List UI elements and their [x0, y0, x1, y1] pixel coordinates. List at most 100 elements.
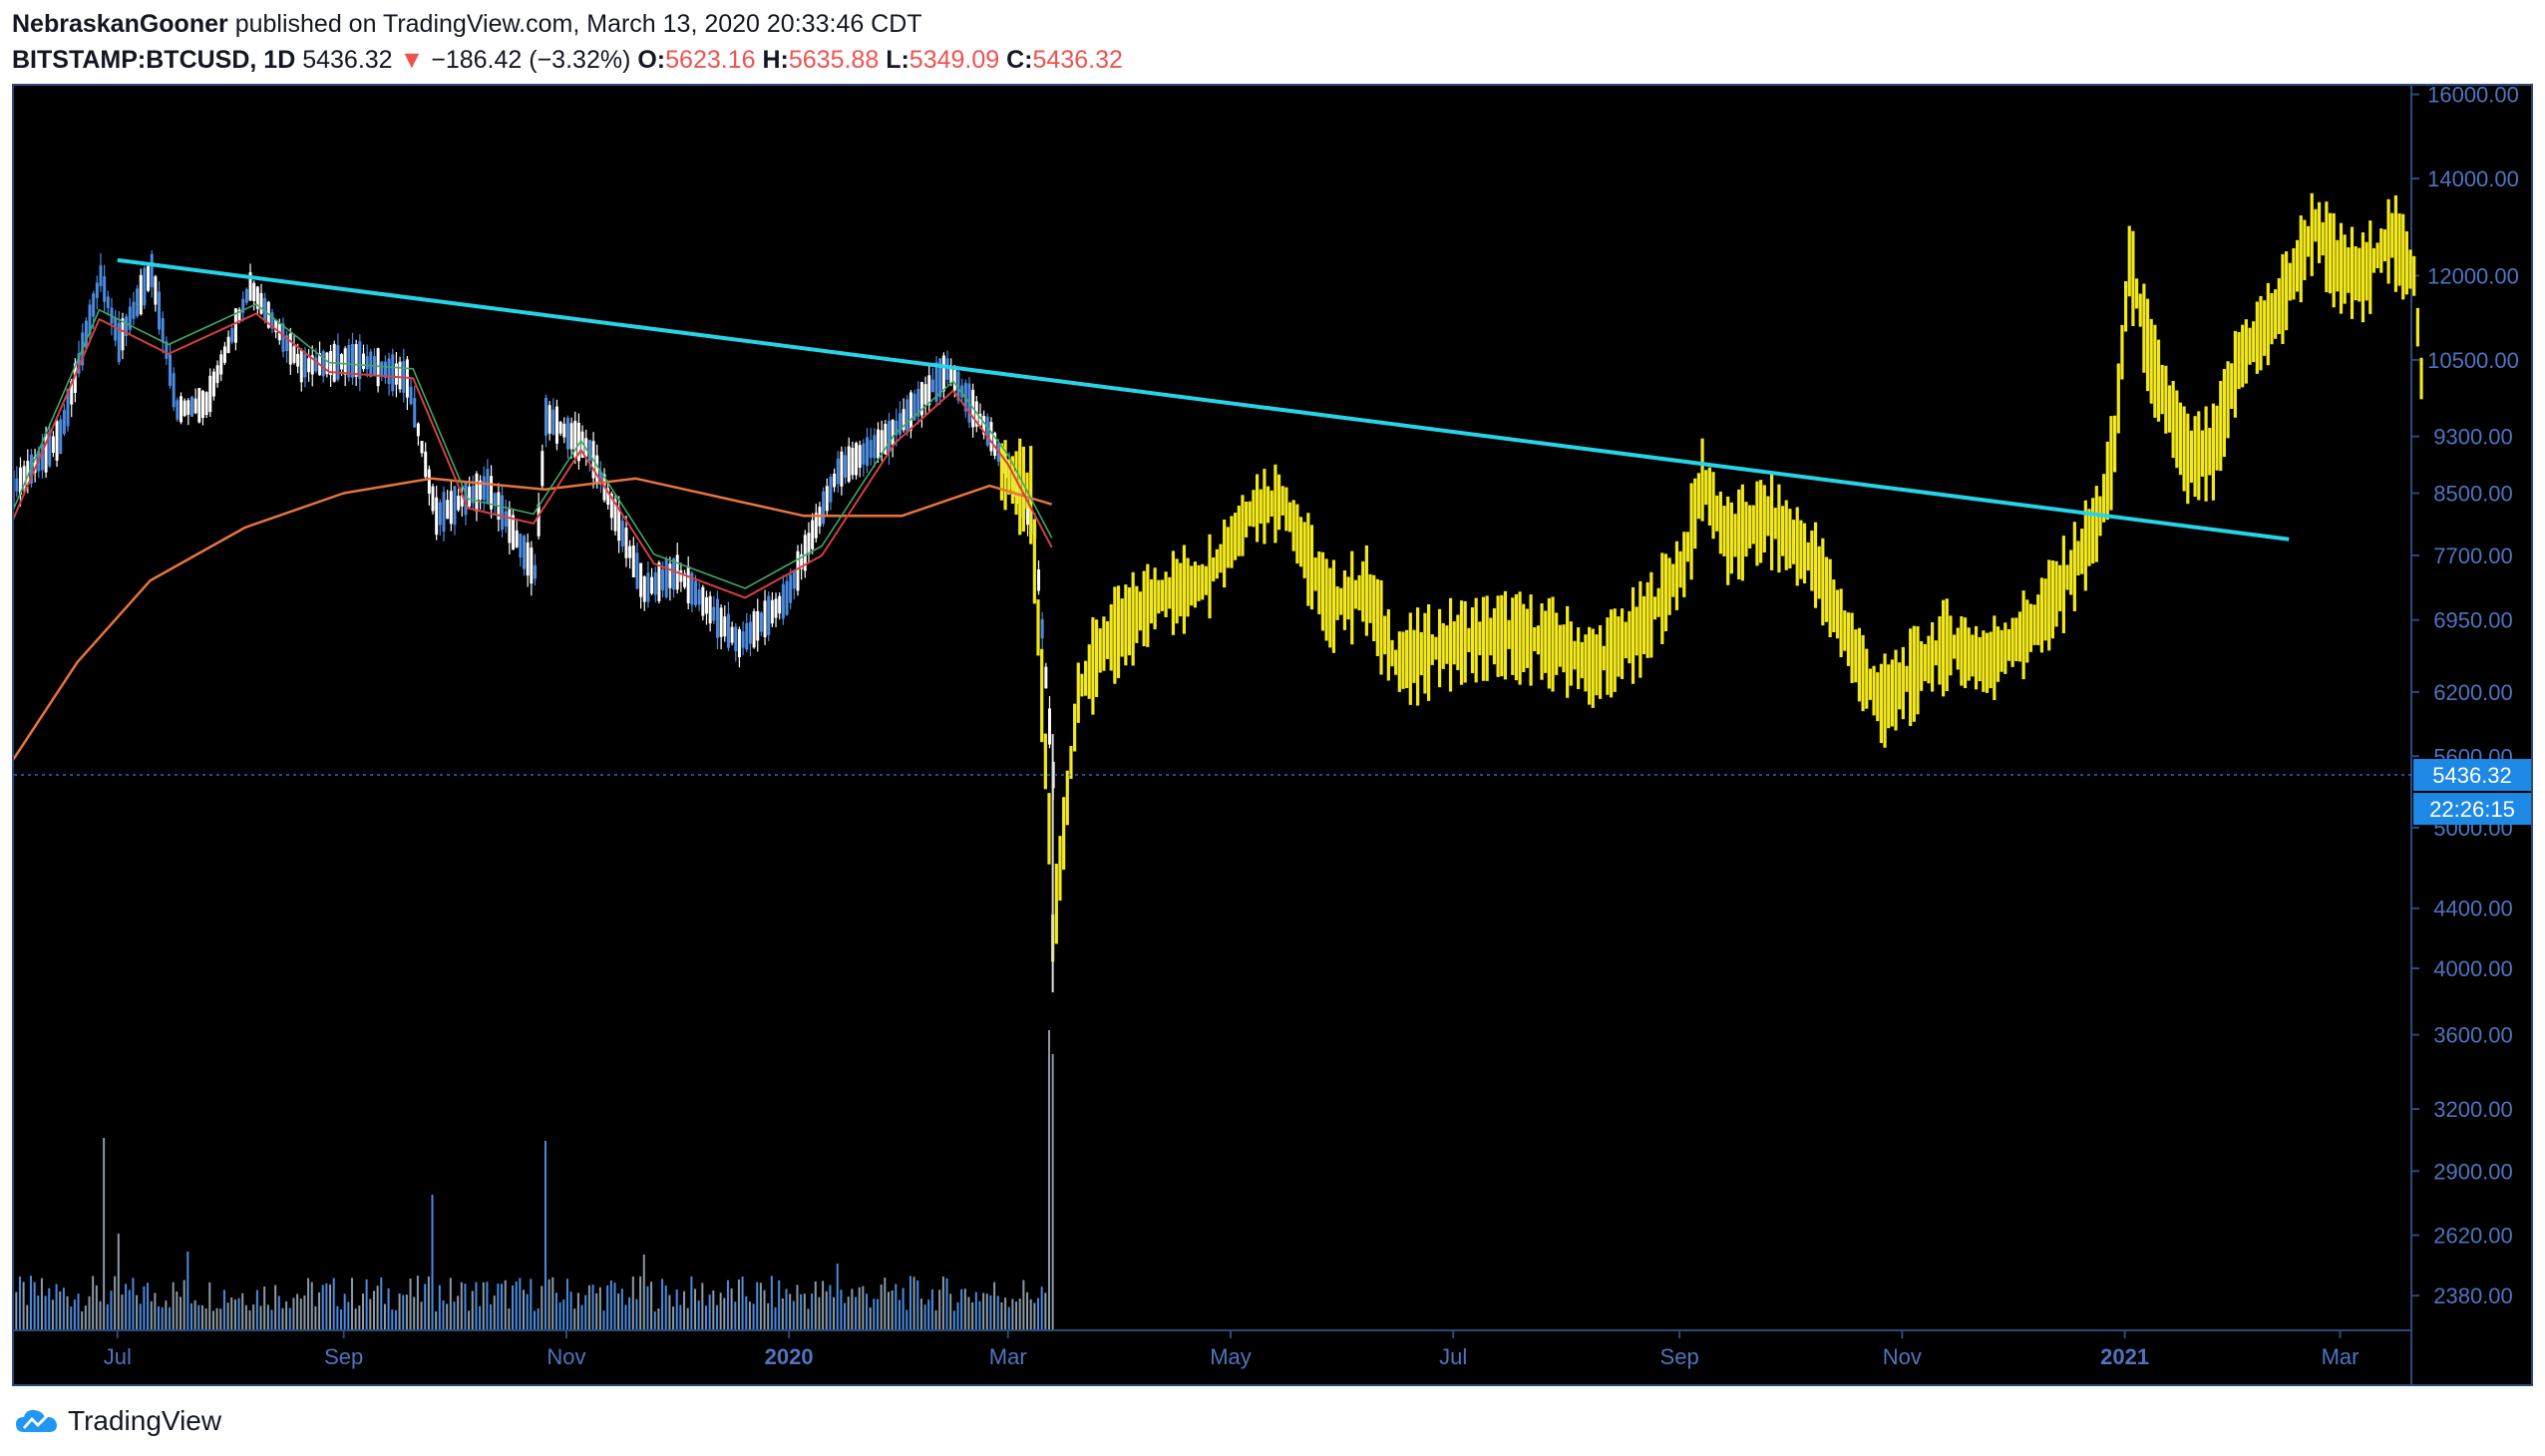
- volume-bar: [233, 1299, 236, 1329]
- volume-bar: [380, 1276, 383, 1329]
- candle-body: [409, 386, 413, 405]
- candle-body: [479, 480, 483, 500]
- volume-bar: [15, 1291, 18, 1329]
- volume-bar: [712, 1290, 715, 1329]
- volume-bar: [778, 1279, 781, 1329]
- volume-bar: [646, 1285, 649, 1329]
- high-value: 5635.88: [788, 46, 880, 74]
- volume-bar: [143, 1285, 146, 1329]
- chart-area[interactable]: 16000.00 14000.00 12000.00 10500.00 9300.00 8…: [12, 84, 2533, 1386]
- volume-bar: [912, 1276, 915, 1329]
- volume-bar: [876, 1298, 879, 1329]
- volume-bar: [292, 1297, 295, 1329]
- candle-body: [752, 611, 756, 648]
- volume-bar: [675, 1289, 678, 1329]
- candle-body: [573, 420, 577, 458]
- volume-bar: [916, 1279, 919, 1329]
- candle-body: [646, 572, 650, 602]
- volume-bar: [219, 1308, 222, 1329]
- candle-body: [270, 312, 274, 329]
- volume-bar: [354, 1308, 357, 1329]
- candle-body: [873, 435, 877, 459]
- candle-body: [376, 348, 380, 387]
- volume-bar: [358, 1305, 361, 1329]
- candle-body: [701, 586, 705, 616]
- candle-body: [822, 491, 826, 525]
- volume-bar: [541, 1285, 544, 1329]
- volume-bar: [927, 1299, 930, 1329]
- candle-body: [1026, 506, 1030, 526]
- volume-bar: [653, 1310, 656, 1329]
- volume-bar: [37, 1295, 40, 1329]
- price-chart[interactable]: 16000.00 14000.00 12000.00 10500.00 9300.00 8…: [14, 86, 2531, 1384]
- footer-brand[interactable]: TradingView: [68, 1405, 222, 1436]
- ma-short-line: [14, 312, 1053, 599]
- volume-bar: [442, 1299, 445, 1329]
- candle-body: [1047, 708, 1051, 745]
- candle-body: [241, 298, 245, 313]
- open-label: O:: [637, 46, 666, 74]
- symbol-label[interactable]: BITSTAMP:BTCUSD, 1D: [12, 46, 296, 74]
- candle-body: [347, 345, 351, 378]
- volume-bar: [923, 1304, 926, 1329]
- candle-body: [158, 291, 162, 330]
- volume-bar: [745, 1295, 748, 1329]
- volume-bar: [376, 1285, 379, 1329]
- candle-body: [244, 289, 248, 303]
- volume-bar: [193, 1299, 196, 1329]
- candle-body: [902, 409, 906, 431]
- volume-bar: [847, 1296, 850, 1329]
- volume-bar: [512, 1284, 515, 1329]
- volume-bar: [394, 1309, 397, 1329]
- candle-body: [161, 318, 165, 343]
- volume-bar: [723, 1297, 726, 1329]
- candle-body: [694, 580, 698, 605]
- volume-bar: [457, 1295, 460, 1329]
- y-tick-label: 2620.00: [2433, 1223, 2513, 1248]
- candle-body: [541, 451, 545, 487]
- candle-body: [321, 351, 325, 377]
- tradingview-cloud-icon[interactable]: [14, 1406, 60, 1436]
- volume-bar: [906, 1309, 909, 1329]
- candle-body: [66, 388, 70, 427]
- candle-body: [840, 451, 844, 487]
- candle-body: [912, 393, 916, 421]
- candle-body: [416, 423, 420, 437]
- candle-body: [938, 358, 942, 398]
- y-tick-label: 12000.00: [2427, 263, 2519, 288]
- candle-body: [683, 573, 687, 587]
- volume-bar: [248, 1309, 251, 1329]
- volume-bar: [569, 1291, 572, 1329]
- candle-body: [565, 417, 569, 450]
- volume-bar: [576, 1292, 579, 1329]
- candle-body: [547, 405, 551, 434]
- candle-body: [523, 536, 527, 569]
- candle-body: [117, 322, 121, 363]
- low-label: L:: [886, 46, 909, 74]
- volume-bar: [55, 1283, 58, 1329]
- candle-body: [446, 500, 450, 520]
- volume-bar: [197, 1304, 200, 1329]
- author-name[interactable]: NebraskanGooner: [12, 10, 228, 38]
- volume-bar: [661, 1278, 664, 1329]
- volume-bar: [945, 1277, 948, 1329]
- candle-body: [486, 469, 490, 504]
- candle-body: [814, 513, 818, 539]
- candle-body: [121, 318, 125, 351]
- volume-bar: [1011, 1298, 1014, 1329]
- volume-bar: [668, 1294, 671, 1329]
- volume-bar: [818, 1296, 821, 1329]
- volume-bar: [365, 1278, 368, 1329]
- volume-bar: [281, 1307, 284, 1329]
- volume-bar: [949, 1293, 952, 1329]
- volume-bar: [44, 1295, 47, 1329]
- candle-body: [230, 328, 234, 342]
- candle-body: [154, 276, 158, 305]
- low-value: 5349.09: [909, 46, 1000, 74]
- volume-bar: [833, 1296, 836, 1329]
- candle-body: [219, 354, 223, 375]
- volume-bar: [631, 1275, 634, 1329]
- candle-body: [84, 320, 88, 348]
- volume-bar: [697, 1300, 700, 1329]
- candle-body: [88, 304, 92, 335]
